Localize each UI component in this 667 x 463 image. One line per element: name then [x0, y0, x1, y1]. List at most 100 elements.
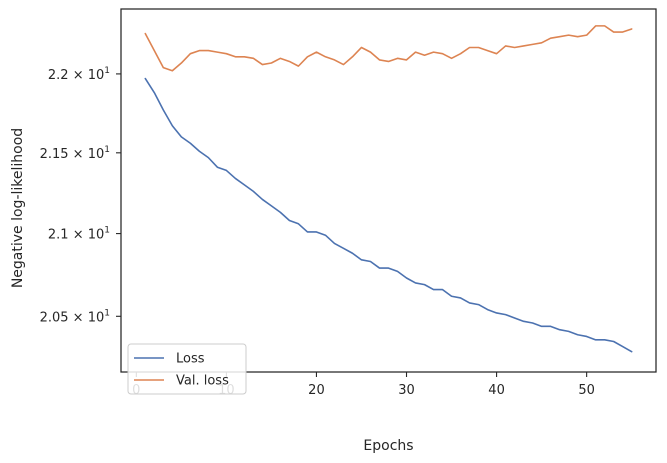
data-point — [306, 231, 308, 233]
y-tick-label: 2.05 × 101 — [40, 308, 110, 325]
data-point — [505, 314, 507, 316]
data-point — [360, 46, 362, 48]
data-point — [189, 142, 191, 144]
data-point — [550, 325, 552, 327]
data-point — [252, 190, 254, 192]
x-tick-label: 30 — [398, 383, 415, 398]
data-point — [207, 50, 209, 52]
data-point — [595, 25, 597, 27]
plot-frame — [120, 8, 657, 373]
data-point — [568, 34, 570, 36]
data-point — [378, 59, 380, 61]
data-point — [568, 330, 570, 332]
data-point — [532, 43, 534, 45]
data-point — [613, 31, 615, 33]
data-point — [433, 51, 435, 53]
data-point — [315, 51, 317, 53]
data-point — [297, 223, 299, 225]
data-point — [198, 150, 200, 152]
data-point — [415, 51, 417, 53]
data-point — [478, 304, 480, 306]
data-point — [288, 220, 290, 222]
data-point — [369, 51, 371, 53]
data-point — [279, 211, 281, 213]
data-point — [315, 231, 317, 233]
data-point — [378, 267, 380, 269]
data-point — [424, 284, 426, 286]
data-point — [252, 57, 254, 59]
data-point — [288, 60, 290, 62]
data-point — [541, 325, 543, 327]
data-point — [586, 34, 588, 36]
y-axis-ticks: 2.2 × 101 2.15 × 101 2.1 × 101 2.05 × 101 — [40, 66, 121, 325]
data-point — [622, 346, 624, 348]
data-point — [469, 302, 471, 304]
data-point — [234, 56, 236, 58]
data-point — [496, 53, 498, 55]
legend: Loss Val. loss — [127, 343, 247, 395]
data-point — [351, 252, 353, 254]
data-point — [180, 136, 182, 138]
series-layer — [144, 25, 633, 353]
data-point — [153, 92, 155, 94]
data-point — [351, 56, 353, 58]
data-point — [559, 329, 561, 331]
x-tick-label: 20 — [308, 383, 325, 398]
x-tick-label: 40 — [488, 383, 505, 398]
data-point — [333, 59, 335, 61]
data-point — [613, 341, 615, 343]
data-point — [225, 53, 227, 55]
data-point — [442, 53, 444, 55]
data-point — [243, 184, 245, 186]
data-point — [153, 50, 155, 52]
data-point — [360, 259, 362, 261]
data-point — [397, 57, 399, 59]
data-point — [234, 177, 236, 179]
data-point — [559, 36, 561, 38]
data-point — [550, 37, 552, 39]
data-point — [162, 67, 164, 69]
data-point — [406, 59, 408, 61]
data-point — [604, 339, 606, 341]
data-point — [207, 157, 209, 159]
y-tick-label: 2.2 × 101 — [48, 66, 110, 83]
data-point — [622, 31, 624, 33]
data-point — [189, 53, 191, 55]
legend-label-loss: Loss — [176, 352, 205, 367]
data-point — [324, 56, 326, 58]
data-point — [388, 267, 390, 269]
data-point — [333, 242, 335, 244]
data-point — [604, 25, 606, 27]
data-point — [586, 335, 588, 337]
data-point — [505, 45, 507, 47]
data-point — [442, 289, 444, 291]
data-point — [216, 166, 218, 168]
data-point — [631, 28, 633, 30]
data-point — [451, 57, 453, 59]
data-point — [577, 36, 579, 38]
data-point — [523, 320, 525, 322]
data-point — [514, 46, 516, 48]
legend-box — [127, 343, 247, 395]
data-point — [424, 54, 426, 56]
data-point — [595, 339, 597, 341]
data-point — [297, 65, 299, 67]
data-point — [496, 312, 498, 314]
data-point — [270, 62, 272, 64]
y-axis-label: Negative log-likelihood — [10, 128, 26, 288]
x-tick-label: 50 — [578, 383, 595, 398]
x-axis-label: Epochs — [363, 438, 413, 454]
data-point — [216, 51, 218, 53]
data-point — [342, 64, 344, 66]
data-point — [460, 297, 462, 299]
series-line-val-loss — [144, 25, 633, 72]
data-point — [487, 50, 489, 52]
data-point — [324, 234, 326, 236]
data-point — [270, 205, 272, 207]
data-point — [198, 50, 200, 52]
data-point — [514, 317, 516, 319]
data-point — [171, 70, 173, 72]
data-point — [144, 33, 146, 35]
data-point — [144, 78, 146, 80]
